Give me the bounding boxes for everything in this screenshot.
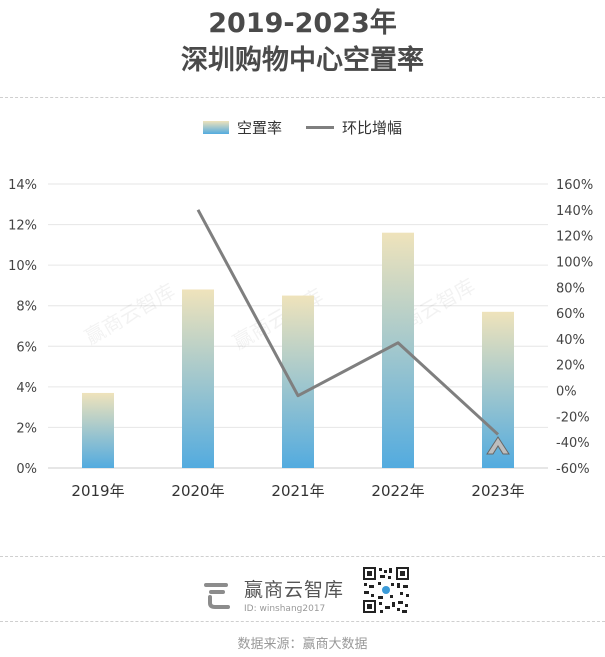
brand-id: ID: winshang2017 (244, 603, 326, 614)
y-left-tick-label: 0% (16, 462, 37, 477)
y-right-tick-label: 40% (556, 333, 585, 348)
y-right-tick-label: 60% (556, 307, 585, 322)
y-right-tick-label: 100% (556, 255, 593, 270)
brand-name: 赢商云智库 (244, 578, 345, 601)
y-left-tick-label: 12% (8, 219, 37, 234)
y-left-tick-label: 14% (8, 178, 37, 193)
x-tick-label: 2022年 (371, 482, 424, 500)
line-qoq-growth (196, 209, 500, 436)
legend-swatch-bar (202, 120, 229, 134)
bar-vacancy-rate (82, 392, 114, 468)
bar-vacancy-rate (382, 232, 414, 468)
footer-divider-top (0, 556, 605, 557)
y-left-tick-label: 10% (8, 259, 37, 274)
title-line-1: 2019-2023年 (208, 8, 397, 39)
data-source: 数据来源：赢商大数据 (237, 637, 368, 652)
legend-label-line: 环比增幅 (342, 118, 403, 137)
y-right-tick-label: -20% (556, 410, 590, 425)
header-divider (0, 97, 605, 98)
y-right-tick-label: 20% (556, 359, 585, 374)
x-tick-label: 2019年 (71, 482, 124, 500)
legend: 空置率 环比增幅 (0, 116, 605, 138)
title-line-2: 深圳购物中心空置率 (181, 45, 424, 76)
brand-logo-icon (204, 583, 230, 609)
legend-label-bar: 空置率 (236, 118, 282, 137)
chart-canvas: 0% 2% 4% 6% 8% 10% 12% 14% -60% -40% -20% 0% 20% 40% 6… (8, 178, 593, 500)
y-right-tick-label: 140% (556, 204, 593, 219)
y-right-tick-label: -60% (556, 462, 590, 477)
legend-item-line: 环比增幅 (306, 117, 402, 138)
logo-mark-icon (486, 436, 510, 455)
y-left-tick-label: 4% (16, 381, 37, 396)
x-tick-label: 2020年 (171, 482, 224, 500)
x-tick-label: 2021年 (271, 482, 324, 500)
bar-vacancy-rate (282, 295, 314, 468)
y-right-tick-label: 0% (556, 385, 577, 400)
footer-brand: 赢商云智库 ID: winshang2017 (200, 570, 344, 618)
y-right-tick-label: 80% (556, 281, 585, 296)
x-tick-label: 2023年 (471, 482, 524, 500)
y-right-tick-label: -40% (556, 436, 590, 451)
y-left-tick-label: 6% (16, 340, 37, 355)
y-right-tick-label: 160% (556, 178, 593, 193)
chart-title: 2019-2023年 深圳购物中心空置率 (0, 6, 605, 80)
legend-swatch-line (306, 125, 334, 129)
bar-vacancy-rate (182, 289, 214, 468)
y-left-tick-label: 2% (16, 421, 37, 436)
watermark-text: 赢商云智库 (81, 279, 180, 350)
y-right-tick-label: 120% (556, 230, 593, 245)
legend-item-bar: 空置率 (202, 117, 282, 138)
qr-code-icon (362, 566, 410, 614)
y-left-tick-label: 8% (16, 300, 37, 315)
footer-divider-bottom (0, 621, 605, 622)
